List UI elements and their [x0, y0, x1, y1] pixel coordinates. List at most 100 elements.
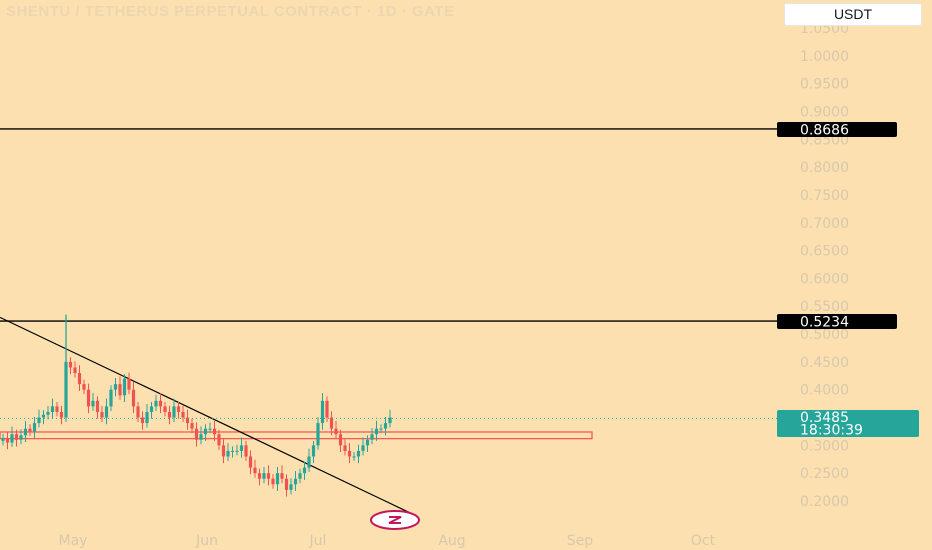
- candle-body: [257, 473, 262, 479]
- candle: [91, 393, 95, 411]
- candle-body: [50, 406, 55, 412]
- candle: [46, 405, 50, 420]
- candle: [167, 405, 172, 425]
- candle: [190, 418, 194, 434]
- candle-body: [217, 434, 221, 446]
- candle: [199, 426, 203, 445]
- last-price-label: 0.3485 18:30:39: [777, 410, 919, 439]
- x-tick-label: Jun: [195, 533, 218, 549]
- candle: [325, 396, 329, 422]
- candle: [140, 411, 145, 430]
- candle-body: [28, 428, 32, 432]
- y-tick-label: 0.4500: [800, 355, 849, 371]
- candle-body: [176, 406, 181, 412]
- candle-body: [104, 406, 109, 418]
- candle: [127, 372, 131, 395]
- candle: [163, 401, 167, 417]
- candle: [262, 467, 266, 484]
- candle: [59, 405, 64, 425]
- candle: [302, 461, 307, 480]
- candle-body: [86, 389, 91, 407]
- candle: [275, 467, 280, 491]
- candle: [347, 443, 352, 464]
- candle-body: [316, 423, 320, 446]
- x-tick-label: Sep: [567, 533, 594, 549]
- candle: [145, 404, 149, 428]
- candle-body: [77, 373, 82, 385]
- candle-body: [127, 378, 131, 390]
- candle-body: [343, 445, 347, 451]
- candle-body: [5, 438, 10, 443]
- candle: [383, 416, 388, 436]
- candle-body: [91, 400, 95, 407]
- candle-body: [73, 367, 77, 374]
- tradingview-logo-icon[interactable]: [370, 510, 420, 530]
- candle-body: [95, 400, 100, 412]
- y-tick-label: 0.6000: [800, 271, 849, 287]
- candle-body: [370, 434, 374, 440]
- time-axis[interactable]: May Jun Jul Aug Sep Oct: [59, 533, 716, 549]
- candle-body: [311, 445, 316, 457]
- candle-body: [199, 434, 203, 440]
- candle-body: [46, 411, 50, 415]
- candle: [253, 459, 257, 478]
- candle: [41, 410, 46, 425]
- candle: [352, 452, 356, 461]
- candle: [235, 444, 239, 456]
- candle-body: [55, 406, 59, 412]
- y-tick-label: 0.2500: [800, 466, 849, 482]
- support-zone-box[interactable]: [0, 431, 593, 440]
- candle: [361, 437, 365, 456]
- candle-body: [194, 428, 199, 440]
- candle-body: [302, 467, 307, 474]
- horizontal-levels[interactable]: [0, 128, 777, 322]
- candle: [109, 385, 113, 411]
- candle-body: [41, 414, 46, 418]
- candle-body: [280, 473, 284, 479]
- candle-body: [32, 423, 37, 432]
- trendline-line[interactable]: [0, 316, 413, 515]
- candle-body: [320, 400, 325, 424]
- candle: [379, 424, 383, 434]
- candle: [118, 376, 122, 400]
- y-tick-label: 0.8000: [800, 160, 849, 176]
- y-tick-label: 0.9000: [800, 104, 849, 120]
- candle: [307, 448, 311, 473]
- trendline[interactable]: [0, 316, 413, 515]
- candle: [343, 439, 347, 456]
- candle-body: [181, 411, 185, 418]
- candle-body: [338, 434, 343, 446]
- candle-body: [383, 423, 388, 429]
- support-zone[interactable]: [0, 431, 593, 440]
- candle: [338, 429, 343, 453]
- candle-body: [1, 438, 5, 441]
- y-tick-label: 0.5500: [800, 299, 849, 315]
- candle-body: [356, 450, 361, 457]
- candle: [194, 422, 199, 447]
- x-tick-label: Aug: [438, 533, 465, 549]
- candle: [28, 424, 32, 436]
- currency-button[interactable]: USDT: [784, 3, 922, 26]
- candle-body: [23, 428, 28, 436]
- candle: [239, 437, 244, 458]
- candle: [374, 420, 379, 441]
- candle-body: [113, 384, 118, 390]
- candle-body: [136, 406, 140, 418]
- candle: [185, 409, 190, 430]
- candle: [86, 383, 91, 414]
- candle: [298, 468, 302, 484]
- candle-body: [167, 411, 172, 418]
- candle: [212, 420, 217, 441]
- candle-body: [131, 389, 136, 407]
- candle-body: [118, 384, 122, 396]
- candle: [334, 420, 338, 439]
- candle-body: [244, 445, 248, 457]
- candle-body: [334, 428, 338, 435]
- candle-body: [235, 450, 239, 452]
- candle-body: [145, 411, 149, 424]
- candle: [320, 393, 325, 430]
- candle-body: [284, 478, 289, 490]
- y-tick-label: 0.2000: [800, 494, 849, 510]
